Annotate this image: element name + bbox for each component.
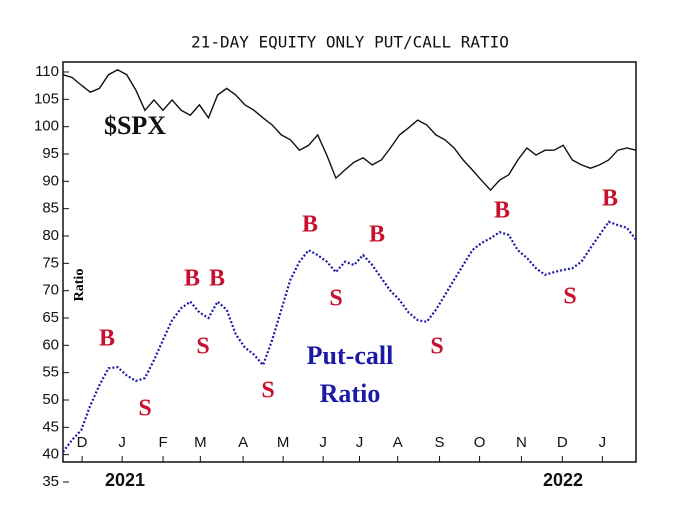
- y-tick-label: 85: [42, 200, 59, 217]
- series-label: Put-call: [307, 341, 394, 370]
- chart-title: 21-DAY EQUITY ONLY PUT/CALL RATIO: [191, 33, 509, 52]
- x-tick-label: S: [435, 434, 445, 451]
- y-axis-label: Ratio: [72, 269, 87, 302]
- y-tick-label: 75: [42, 254, 59, 271]
- signal-label: S: [430, 334, 443, 360]
- series-line: [62, 220, 637, 453]
- y-tick-label: 80: [42, 227, 59, 244]
- year-label: 2022: [543, 470, 583, 490]
- signal-label: B: [602, 186, 618, 212]
- x-tick-label: N: [516, 434, 527, 451]
- y-tick-label: 40: [42, 446, 59, 463]
- series-label: $SPX: [104, 111, 166, 140]
- signal-label: B: [302, 212, 318, 238]
- x-tick-label: O: [474, 434, 486, 451]
- x-tick-label: J: [319, 434, 327, 451]
- signal-label: B: [99, 326, 115, 352]
- y-tick-label: 100: [34, 118, 59, 135]
- y-tick-label: 110: [35, 63, 59, 80]
- y-tick-label: 95: [42, 145, 59, 162]
- series-label: Ratio: [320, 379, 381, 408]
- x-tick-label: M: [277, 434, 290, 451]
- y-tick-label: 35: [42, 473, 59, 490]
- y-tick-label: 60: [42, 336, 59, 353]
- x-tick-label: J: [356, 434, 364, 451]
- signal-label: S: [196, 334, 209, 360]
- signal-label: B: [209, 266, 225, 292]
- y-tick-label: 65: [42, 309, 59, 326]
- y-tick-label: 70: [42, 282, 59, 299]
- signal-label: S: [329, 286, 342, 312]
- signal-label: S: [138, 396, 151, 422]
- y-tick-label: 55: [42, 364, 59, 381]
- y-tick-label: 105: [34, 90, 59, 107]
- x-tick-label: D: [77, 434, 88, 451]
- signal-label: B: [494, 198, 510, 224]
- x-tick-label: A: [238, 434, 248, 451]
- signal-label: B: [369, 222, 385, 248]
- y-tick-label: 50: [42, 391, 59, 408]
- x-tick-label: D: [557, 434, 568, 451]
- signal-label: S: [563, 284, 576, 310]
- series-line: [62, 69, 637, 192]
- x-tick-label: J: [118, 434, 126, 451]
- x-tick-label: J: [599, 434, 607, 451]
- year-label: 2021: [105, 470, 145, 490]
- signal-label: B: [184, 266, 200, 292]
- y-tick-label: 90: [42, 172, 59, 189]
- plot-frame: [62, 61, 637, 463]
- x-tick-label: F: [158, 434, 167, 451]
- signal-label: S: [261, 378, 274, 404]
- y-tick-label: 45: [42, 418, 59, 435]
- x-tick-label: A: [393, 434, 403, 451]
- x-tick-label: M: [194, 434, 207, 451]
